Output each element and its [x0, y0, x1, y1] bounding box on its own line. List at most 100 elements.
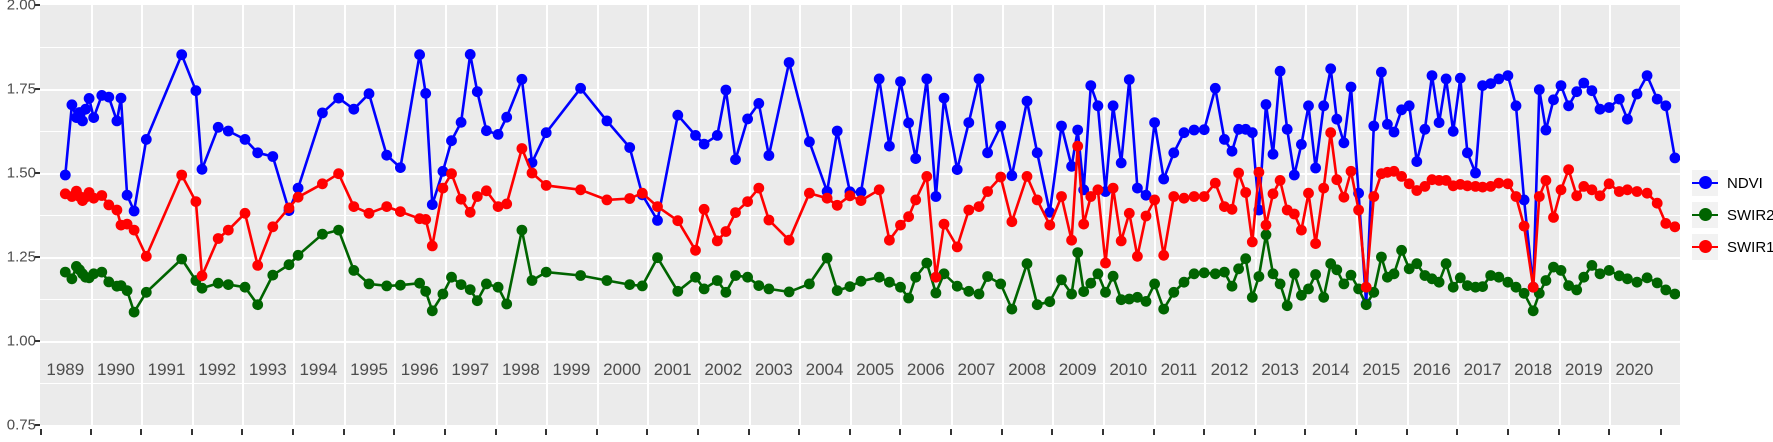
data-point	[652, 252, 663, 264]
legend-item-swir1[interactable]: SWIR1	[1692, 232, 1773, 262]
data-point	[1563, 280, 1574, 291]
data-point	[103, 91, 115, 103]
data-point	[1260, 229, 1272, 241]
x-axis-tickmark	[241, 429, 244, 435]
data-point	[1660, 284, 1672, 296]
data-point	[963, 204, 975, 216]
gridline-major-vertical	[444, 5, 447, 425]
data-point	[963, 117, 975, 128]
data-point	[1296, 289, 1307, 301]
data-point	[1318, 100, 1330, 112]
data-point	[652, 201, 663, 213]
data-point	[1066, 288, 1077, 300]
data-point	[720, 84, 732, 96]
data-point	[66, 99, 78, 111]
x-axis-tickmark	[1557, 429, 1560, 435]
data-point	[1518, 220, 1530, 232]
gridline-major-horizontal	[40, 257, 1680, 259]
x-axis-tick-label: 2015	[1362, 360, 1401, 379]
data-point	[783, 57, 795, 68]
data-point	[1331, 113, 1343, 125]
x-axis-tickmark	[848, 429, 851, 435]
data-point	[481, 125, 492, 137]
data-point	[711, 235, 723, 247]
data-point	[1518, 194, 1530, 206]
data-point	[910, 271, 922, 283]
data-point	[720, 286, 732, 298]
data-point	[501, 298, 513, 310]
data-point	[1056, 191, 1067, 202]
gridline-major-horizontal	[40, 341, 1680, 343]
data-point	[1419, 181, 1431, 192]
data-point	[873, 184, 885, 196]
data-point	[1345, 269, 1357, 281]
x-axis-tick-label: 2002	[704, 360, 743, 379]
data-point	[995, 278, 1007, 290]
gridline-major-vertical	[1305, 5, 1308, 425]
data-point	[672, 285, 684, 297]
data-point	[77, 115, 88, 127]
gridline-major-vertical	[141, 5, 144, 425]
data-point	[1031, 194, 1043, 206]
x-axis-tick-label: 1990	[97, 360, 135, 379]
data-point	[873, 73, 885, 85]
data-point	[1651, 197, 1663, 209]
data-point	[1149, 278, 1160, 290]
data-point	[1253, 166, 1265, 178]
data-point	[190, 196, 202, 208]
data-point	[363, 88, 375, 100]
data-point	[742, 113, 753, 125]
data-point	[501, 111, 513, 123]
x-axis-tickmark	[1000, 429, 1003, 435]
data-point	[884, 234, 895, 246]
data-point	[951, 280, 963, 292]
gridline-major-vertical	[849, 5, 852, 425]
data-point	[1396, 171, 1407, 182]
data-point	[895, 76, 906, 87]
data-point	[1396, 244, 1407, 256]
x-axis-tickmark	[545, 429, 548, 435]
data-point	[1510, 100, 1522, 112]
data-point	[1267, 268, 1279, 280]
data-point	[895, 219, 906, 231]
data-point	[698, 138, 710, 150]
gridline-minor-horizontal	[40, 299, 1680, 300]
data-point	[414, 277, 425, 289]
data-point	[1631, 88, 1643, 100]
data-point	[903, 117, 914, 129]
data-point	[420, 88, 432, 99]
data-point	[471, 191, 483, 202]
data-point	[212, 233, 224, 244]
data-point	[66, 273, 78, 285]
legend: NDVI SWIR2 SWIR1	[1692, 168, 1773, 264]
data-point	[1219, 266, 1230, 278]
data-point	[742, 271, 753, 283]
data-point	[624, 279, 636, 290]
data-point	[1563, 100, 1574, 112]
y-axis-tickmark	[35, 4, 40, 6]
data-point	[1288, 169, 1300, 181]
data-point	[1132, 250, 1143, 262]
gridline-major-horizontal	[40, 89, 1680, 91]
legend-item-ndvi[interactable]: NDVI	[1692, 168, 1768, 198]
data-point	[1274, 278, 1286, 290]
data-point	[1123, 293, 1135, 305]
data-point	[501, 198, 513, 210]
data-point	[698, 283, 710, 295]
data-point	[575, 82, 586, 94]
data-point	[982, 186, 993, 197]
data-point	[831, 199, 843, 211]
gridline-major-vertical	[647, 5, 650, 425]
data-point	[753, 182, 765, 194]
data-point	[1651, 93, 1663, 105]
data-point	[446, 135, 457, 147]
data-point	[763, 283, 775, 295]
y-axis: 0.75 1.00 1.25 1.50 1.75 2.00	[0, 0, 40, 442]
x-axis-tickmark	[89, 429, 92, 435]
data-point	[239, 134, 251, 145]
x-axis-tick-label: 2009	[1058, 360, 1097, 379]
legend-label: NDVI	[1727, 174, 1763, 192]
data-point	[1571, 284, 1583, 296]
data-point	[1198, 191, 1210, 202]
legend-item-swir2[interactable]: SWIR2	[1692, 200, 1773, 230]
